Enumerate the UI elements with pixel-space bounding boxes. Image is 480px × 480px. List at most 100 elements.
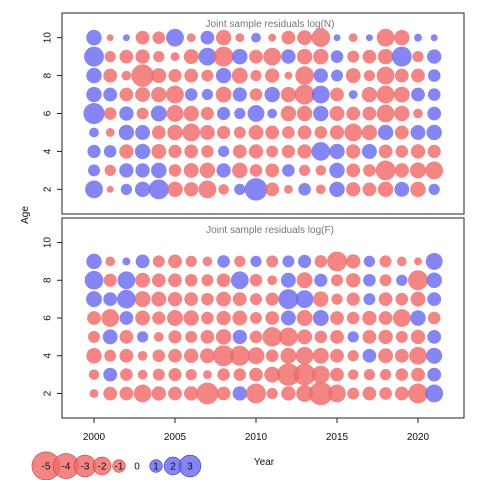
bubble-panel1-age9-year2008 [213,46,234,67]
bubble-panel1-age4-year2010 [248,144,264,159]
bubble-panel1-age4-year2000 [87,144,101,159]
bubble-panel1-age3-year2011 [265,163,280,178]
bubble-panel2-age7-year2008 [216,291,232,307]
bubble-panel1-age6-year2004 [150,105,167,122]
bubble-panel2-age6-year2019 [392,309,411,327]
bubble-panel1-age7-year2010 [249,88,263,101]
bubble-panel1-age9-year2006 [183,49,199,65]
bubble-panel1-age2-year2004 [148,179,169,200]
bubble-panel1-age4-year2013 [297,144,312,159]
bubble-panel1-age10-year2014 [311,28,331,47]
legend-label: -4 [62,462,71,473]
x-tick-label: 2000 [83,432,106,443]
bubble-panel1-age2-year2014 [315,184,326,195]
bubble-panel1-age10-year2017 [365,34,373,42]
bubble-panel1-age7-year2006 [184,88,198,101]
bubble-panel2-age4-year2006 [184,348,199,363]
bubble-panel1-age4-year2001 [103,145,117,158]
legend-bubble [178,454,202,478]
bubble-panel2-age5-year2005 [168,330,182,344]
bubble-panel2-age2-year2020 [408,383,428,404]
bubble-panel1-age5-year2017 [361,124,378,141]
bubble-panel2-age3-year2017 [363,368,376,381]
y-tick-label: 8 [43,277,54,283]
bubble-panel1-age6-year2005 [166,105,184,122]
bubble-panel1-age3-year2000 [88,164,100,177]
bubble-panel2-age3-year2019 [395,368,409,381]
bubble-panel1-age8-year2006 [184,68,199,83]
bubble-panel1-age2-year2006 [184,182,199,197]
bubble-panel1-age4-year2018 [378,144,393,159]
bubble-panel2-age4-year2016 [347,350,359,362]
bubble-panel1-age10-year2002 [122,34,130,42]
bubble-panel2-age6-year2002 [119,311,134,325]
bubble-panel1-age9-year2005 [170,52,180,62]
bubble-panel1-age7-year2013 [294,84,315,105]
bubble-panel2-age5-year2001 [102,329,118,345]
bubble-panel2-age6-year2018 [378,311,393,325]
bubble-panel1-age3-year2016 [346,163,361,178]
bubble-panel2-age5-year2004 [153,331,164,342]
bubble-panel2-age5-year2016 [347,331,359,343]
bubble-panel2-age7-year2014 [313,291,329,307]
bubble-panel2-age2-year2018 [379,387,392,400]
bubble-panel2-age6-year2011 [265,311,280,325]
bubble-panel1-age6-year2012 [280,105,297,122]
bubble-panel1-age8-year2003 [131,64,154,87]
bubble-panel2-age7-year2021 [427,292,442,307]
bubble-panel1-age5-year2019 [394,125,409,140]
bubble-panel1-age8-year2008 [215,67,232,84]
bubble-panel1-age2-year2002 [120,183,133,195]
bubble-panel2-age8-year2008 [216,273,231,288]
bubble-panel2-age6-year2014 [312,310,329,326]
bubble-panel1-age3-year2015 [329,162,345,179]
bubble-panel2-age4-year2011 [265,349,279,363]
bubble-panel1-age5-year2010 [248,125,264,140]
bubble-panel2-age2-year2008 [216,386,231,401]
bubble-panel2-age9-year2011 [266,255,279,268]
bubble-panel1-age2-year2009 [234,183,246,195]
bubble-panel2-age9-year2006 [185,255,197,268]
bubble-panel1-age3-year2012 [282,164,295,177]
bubble-panel2-age3-year2020 [411,367,425,382]
bubble-panel1-age8-year2009 [231,67,248,84]
bubble-panel1-age9-year2011 [263,47,282,66]
bubble-panel1-age10-year2008 [215,29,232,46]
bubble-panel2-age5-year2019 [395,330,408,343]
bubble-panel1-age10-year2000 [86,29,102,46]
bubble-panel1-age7-year2017 [361,86,378,103]
bubble-panel1-age6-year2013 [296,105,313,122]
bubble-panel1-age2-year2015 [329,181,345,198]
bubble-panel1-age10-year2016 [348,33,358,43]
bubble-panel1-age7-year2007 [201,88,214,101]
bubble-panel1-age4-year2002 [119,144,134,159]
bubble-panel2-age7-year2012 [278,289,299,310]
bubble-panel1-age9-year2007 [198,47,217,66]
bubble-panel2-age9-year2013 [297,254,312,269]
bubble-panel1-age9-year2010 [249,49,263,64]
bubble-panel1-age8-year2010 [250,69,262,82]
bubble-panel1-age5-year2011 [265,125,280,140]
bubble-panel2-age6-year2007 [201,311,214,325]
bubble-panel1-age9-year2009 [232,48,248,65]
bubble-panel1-age8-year2007 [201,69,214,82]
bubble-panel2-age8-year2018 [379,274,392,287]
bubble-panel1-age8-year2015 [331,69,343,82]
bubble-panel2-age8-year2013 [296,272,313,289]
bubble-panel2-age3-year2012 [277,363,300,386]
bubble-panel2-age2-year2002 [119,386,134,401]
bubble-panel1-age3-year2017 [363,164,376,177]
bubble-panel1-age6-year2000 [83,102,105,125]
bubble-panel2-age3-year2000 [88,369,100,380]
bubble-panel2-age8-year2009 [230,271,249,290]
bubble-panel1-age4-year2005 [168,144,182,159]
bubble-panel2-age2-year2016 [347,387,360,400]
bubble-panel1-age7-year2008 [215,86,232,103]
bubble-panel1-age6-year2011 [267,108,278,119]
bubble-panel2-age3-year2015 [330,367,344,382]
bubble-panel1-age7-year2003 [135,87,151,102]
bubble-panel1-age10-year2005 [166,28,184,47]
bubble-panel2-age8-year2014 [314,273,328,287]
bubble-panel1-age3-year2009 [232,162,248,179]
bubble-panel2-age4-year2003 [137,350,148,361]
